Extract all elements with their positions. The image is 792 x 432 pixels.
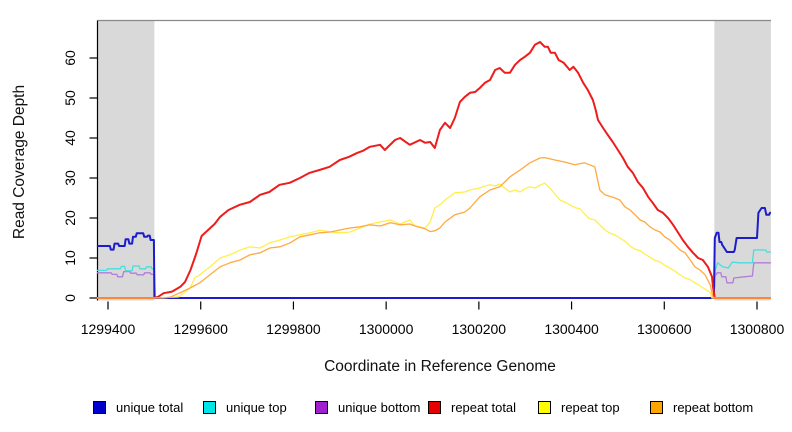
y-tick-label: 10 (62, 250, 78, 266)
legend-label-unique-bottom: unique bottom (338, 399, 421, 415)
x-tick-label: 1299800 (266, 321, 321, 337)
x-tick-label: 1299400 (81, 321, 136, 337)
x-tick-label: 1300200 (452, 321, 507, 337)
series-unique-bottom (96, 262, 771, 299)
legend-item-unique-top: unique top (203, 399, 287, 415)
x-tick-label: 1300400 (544, 321, 599, 337)
legend-swatch-unique-top (203, 400, 216, 414)
plot-area: 1299400 1299600 1299800 1300000 1300200 13004… (62, 19, 785, 337)
y-tick-label: 50 (62, 90, 78, 106)
series-repeat-bottom (96, 156, 771, 299)
legend-swatch-unique-bottom (315, 400, 328, 414)
shaded-region-1 (714, 20, 771, 301)
shaded-region-0 (97, 20, 155, 301)
y-tick-label: 60 (62, 50, 78, 66)
legend-item-unique-bottom: unique bottom (315, 399, 421, 415)
y-tick-label: 40 (62, 130, 78, 146)
series-unique-total (96, 207, 771, 299)
legend-label-repeat-bottom: repeat bottom (673, 399, 754, 415)
y-axis-title: Read Coverage Depth (11, 84, 28, 240)
legend-item-repeat-total: repeat total (428, 399, 517, 415)
x-axis-title: Coordinate in Reference Genome (324, 358, 556, 375)
legend-item-repeat-top: repeat top (538, 399, 620, 415)
x-tick-label: 1300600 (637, 321, 692, 337)
legend-label-repeat-total: repeat total (451, 399, 517, 415)
y-tick-label: 0 (62, 294, 78, 302)
x-tick-label: 1300000 (359, 321, 414, 337)
legend-item-repeat-bottom: repeat bottom (650, 399, 754, 415)
y-tick-label: 20 (62, 210, 78, 226)
x-tick-label: 1300800 (730, 321, 785, 337)
legend-label-unique-total: unique total (116, 399, 184, 415)
legend-label-unique-top: unique top (226, 399, 287, 415)
series-repeat-top (96, 182, 771, 299)
series-unique-top (96, 249, 771, 299)
legend-swatch-repeat-bottom (650, 400, 663, 414)
x-tick-label: 1299600 (173, 321, 228, 337)
legend-swatch-repeat-top (538, 400, 551, 414)
legend-label-repeat-top: repeat top (561, 399, 620, 415)
legend-swatch-unique-total (93, 400, 106, 414)
legend-swatch-repeat-total (428, 400, 441, 414)
y-tick-label: 30 (62, 170, 78, 186)
legend-item-unique-total: unique total (93, 399, 184, 415)
series-repeat-total (96, 41, 771, 299)
